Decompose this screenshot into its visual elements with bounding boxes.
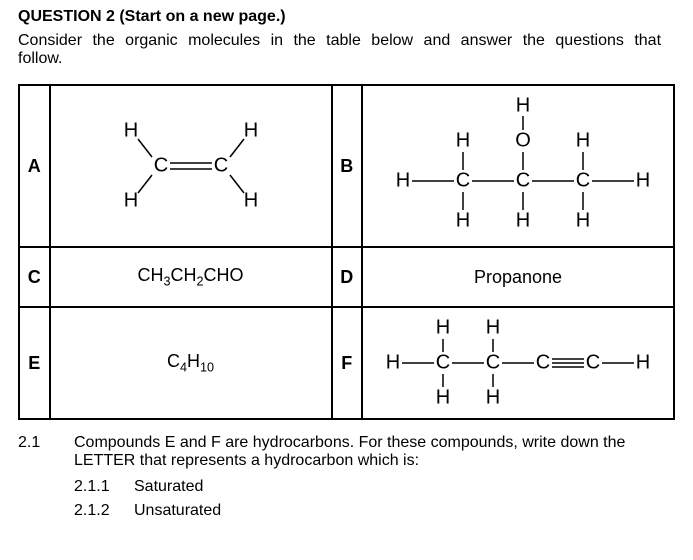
q-num-2-1-2: 2.1.2 — [74, 502, 134, 520]
name-d: Propanone — [474, 267, 562, 287]
label-d: D — [332, 247, 363, 307]
structure-f: CCCCHHHHHH — [363, 308, 673, 418]
molecule-table: A CCHHHH B CCCHHHHOHHHH C CH3CH2CHO D Pr… — [18, 84, 675, 420]
svg-text:H: H — [516, 209, 530, 231]
svg-text:H: H — [636, 351, 650, 373]
svg-text:H: H — [486, 386, 500, 408]
svg-text:H: H — [636, 169, 650, 191]
svg-text:H: H — [243, 119, 257, 141]
q-text-2-1: Compounds E and F are hydrocarbons. For … — [74, 434, 675, 470]
svg-text:H: H — [436, 316, 450, 338]
svg-text:C: C — [486, 351, 500, 373]
cell-c: CH3CH2CHO — [50, 247, 332, 307]
label-e: E — [19, 307, 50, 419]
svg-text:H: H — [456, 129, 470, 151]
svg-text:H: H — [123, 119, 137, 141]
svg-text:H: H — [436, 386, 450, 408]
svg-text:H: H — [123, 189, 137, 211]
svg-text:H: H — [396, 169, 410, 191]
label-f: F — [332, 307, 363, 419]
structure-a: CCHHHH — [51, 86, 331, 246]
svg-text:H: H — [516, 94, 530, 116]
q-text-2-1-2: Unsaturated — [134, 502, 675, 520]
formula-e: C4H10 — [167, 351, 214, 371]
formula-c: CH3CH2CHO — [137, 265, 243, 285]
svg-text:C: C — [586, 351, 600, 373]
q-num-2-1: 2.1 — [18, 434, 74, 452]
svg-text:H: H — [576, 209, 590, 231]
svg-text:H: H — [386, 351, 400, 373]
cell-d: Propanone — [362, 247, 674, 307]
svg-text:O: O — [515, 129, 531, 151]
svg-text:C: C — [536, 351, 550, 373]
svg-text:C: C — [576, 169, 590, 191]
q-text-2-1-1: Saturated — [134, 478, 675, 496]
cell-f: CCCCHHHHHH — [362, 307, 674, 419]
cell-e: C4H10 — [50, 307, 332, 419]
question-heading: QUESTION 2 (Start on a new page.) — [18, 8, 675, 26]
label-a: A — [19, 85, 50, 247]
svg-text:H: H — [243, 189, 257, 211]
q-num-2-1-1: 2.1.1 — [74, 478, 134, 496]
label-b: B — [332, 85, 363, 247]
svg-text:C: C — [153, 154, 167, 176]
svg-text:C: C — [516, 169, 530, 191]
cell-b: CCCHHHHOHHHH — [362, 85, 674, 247]
svg-text:C: C — [213, 154, 227, 176]
svg-text:H: H — [456, 209, 470, 231]
svg-text:H: H — [486, 316, 500, 338]
question-intro: Consider the organic molecules in the ta… — [18, 32, 675, 68]
svg-text:H: H — [576, 129, 590, 151]
svg-text:C: C — [456, 169, 470, 191]
svg-text:C: C — [436, 351, 450, 373]
cell-a: CCHHHH — [50, 85, 332, 247]
label-c: C — [19, 247, 50, 307]
question-2-1: 2.1 Compounds E and F are hydrocarbons. … — [18, 434, 675, 520]
structure-b: CCCHHHHOHHHH — [363, 91, 673, 241]
